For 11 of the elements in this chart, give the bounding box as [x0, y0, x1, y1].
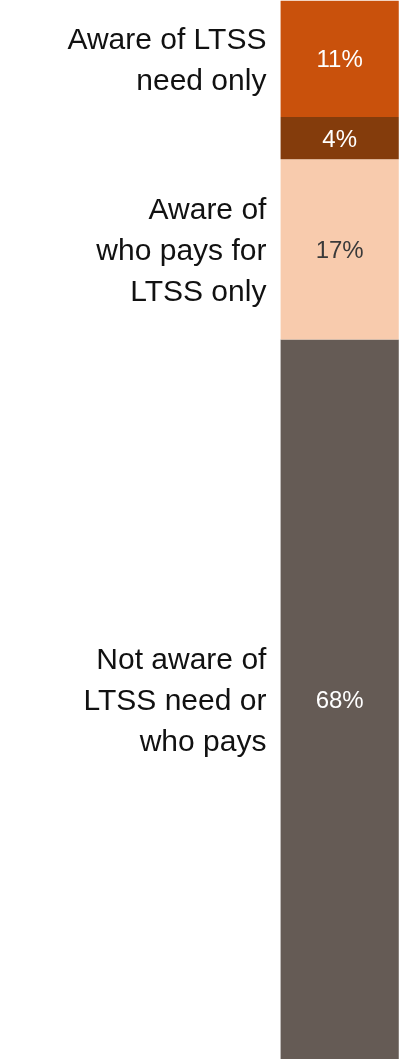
data-label: 68% [315, 685, 364, 713]
series-label: Not aware of LTSS need or who pays [83, 641, 268, 758]
data-label: 11% [316, 45, 363, 73]
data-label: 4% [322, 124, 358, 152]
bar [280, 0, 399, 117]
data-label: 17% [315, 235, 364, 263]
bar [280, 116, 399, 160]
series-label: Aware of who pays for LTSS only [95, 191, 268, 308]
series-label: Aware of LTSS need only [67, 21, 267, 96]
bar [280, 159, 399, 340]
bar [280, 339, 399, 1059]
